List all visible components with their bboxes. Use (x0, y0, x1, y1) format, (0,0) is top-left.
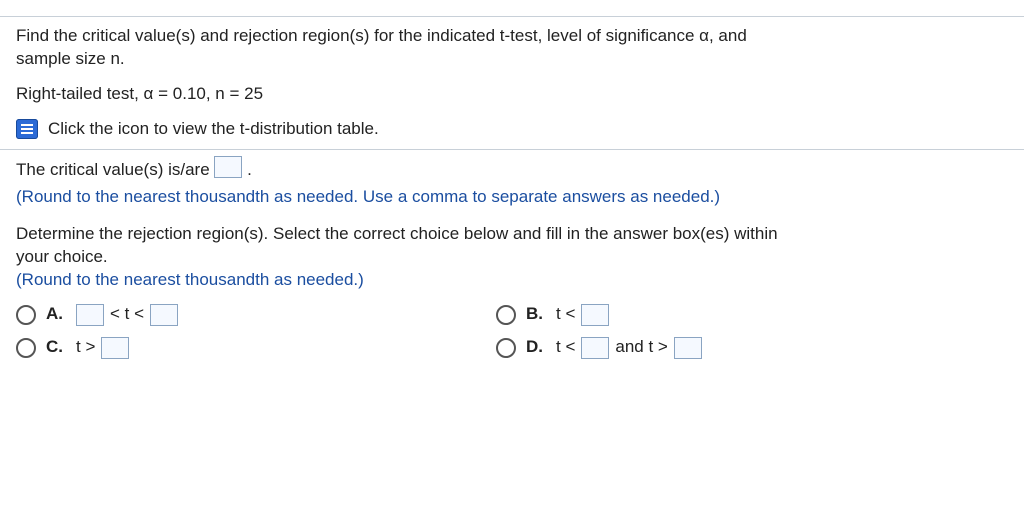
rejection-instruction: Determine the rejection region(s). Selec… (16, 223, 1008, 292)
option-c[interactable]: C. t > (16, 336, 456, 359)
critical-value-hint: (Round to the nearest thousandth as need… (16, 186, 1008, 209)
option-b[interactable]: B. t < (496, 303, 936, 326)
option-a-text: < t < (110, 303, 144, 326)
option-a-label: A. (46, 303, 66, 326)
question-line1: Find the critical value(s) and rejection… (16, 26, 747, 45)
critical-value-input[interactable] (214, 156, 242, 178)
option-c-text: t > (76, 336, 95, 359)
option-d-text-2: and t > (615, 336, 667, 359)
question-line2: sample size n. (16, 49, 125, 68)
rej-line1: Determine the rejection region(s). Selec… (16, 224, 778, 243)
radio-d[interactable] (496, 338, 516, 358)
option-c-input[interactable] (101, 337, 129, 359)
crit-pre: The critical value(s) is/are (16, 160, 214, 179)
book-icon[interactable] (16, 119, 38, 139)
click-table-link[interactable]: Click the icon to view the t-distributio… (48, 118, 379, 141)
option-a-input-1[interactable] (76, 304, 104, 326)
option-a[interactable]: A. < t < (16, 303, 456, 326)
option-d-input-1[interactable] (581, 337, 609, 359)
options-grid: A. < t < B. t < C. t > D. t < and t > (16, 303, 936, 359)
option-b-input[interactable] (581, 304, 609, 326)
rej-line2: your choice. (16, 247, 108, 266)
option-d-text-1: t < (556, 336, 575, 359)
option-a-input-2[interactable] (150, 304, 178, 326)
option-d[interactable]: D. t < and t > (496, 336, 936, 359)
radio-b[interactable] (496, 305, 516, 325)
radio-a[interactable] (16, 305, 36, 325)
given-text: Right-tailed test, α = 0.10, n = 25 (16, 83, 1008, 106)
option-d-input-2[interactable] (674, 337, 702, 359)
option-c-label: C. (46, 336, 66, 359)
question-text: Find the critical value(s) and rejection… (16, 25, 1008, 71)
crit-post: . (247, 160, 252, 179)
option-d-label: D. (526, 336, 546, 359)
option-b-text: t < (556, 303, 575, 326)
critical-value-line: The critical value(s) is/are . (16, 156, 1008, 182)
radio-c[interactable] (16, 338, 36, 358)
option-b-label: B. (526, 303, 546, 326)
rejection-hint: (Round to the nearest thousandth as need… (16, 270, 364, 289)
